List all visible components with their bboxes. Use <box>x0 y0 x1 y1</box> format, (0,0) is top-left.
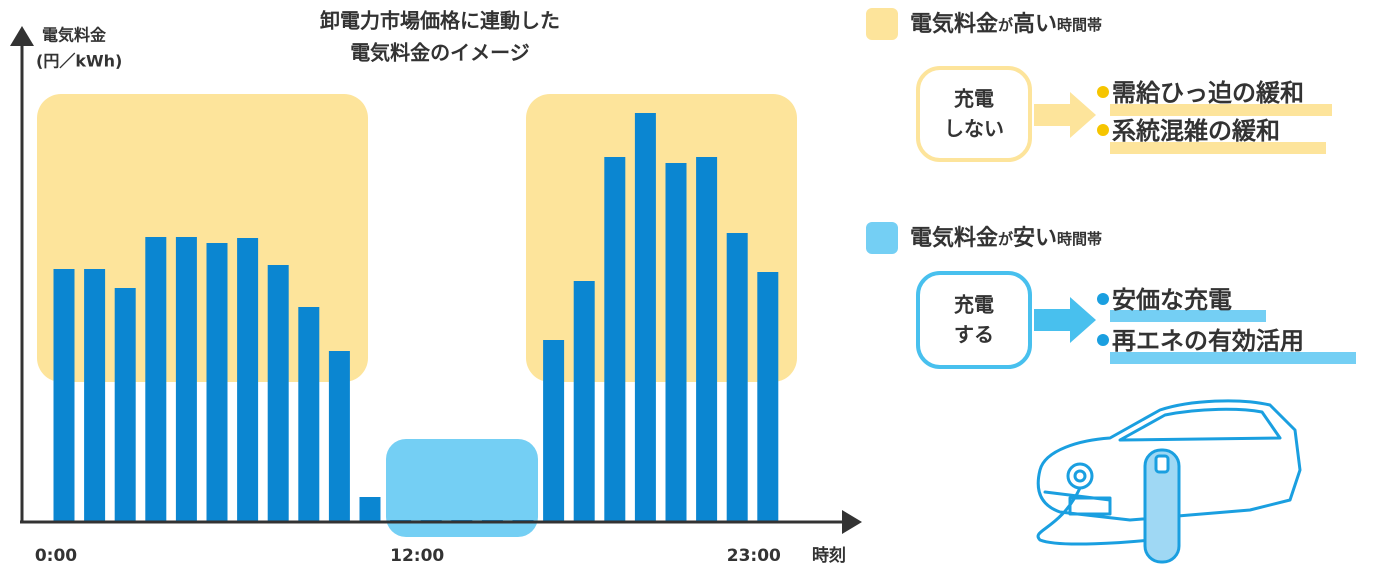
y-axis-label: 電気料金 <box>42 26 107 45</box>
box <box>916 66 1032 162</box>
legend-part: 電気料金 <box>910 225 998 251</box>
x-tick-label: 23:00 <box>727 546 781 566</box>
underline <box>1110 310 1266 322</box>
bar <box>757 272 779 522</box>
legend-low: 電気料金が安い時間帯 <box>910 225 1102 251</box>
x-tick-label: 12:00 <box>390 546 444 566</box>
arrow <box>1034 92 1096 138</box>
legend-swatch <box>866 8 898 40</box>
bar <box>298 307 320 522</box>
bar <box>634 113 656 522</box>
bullet-text: 安価な充電 <box>1112 286 1232 314</box>
bullet-text: 系統混雑の緩和 <box>1112 117 1280 145</box>
box-label: しない <box>944 117 1004 141</box>
bar <box>696 157 718 522</box>
legend-swatch <box>866 222 898 254</box>
bullet <box>1097 334 1109 346</box>
x-axis-label: 時刻 <box>812 545 846 566</box>
bar <box>145 237 167 522</box>
arrow <box>1034 297 1096 343</box>
bar <box>328 351 350 522</box>
y-axis-label: (円／kWh) <box>36 52 122 71</box>
bar <box>267 265 289 522</box>
legend-part: が <box>998 16 1014 34</box>
bar <box>206 243 228 522</box>
bar <box>726 233 748 522</box>
underline <box>1110 142 1326 154</box>
bar <box>53 269 75 522</box>
box-label: 充電 <box>954 87 994 111</box>
box <box>916 271 1032 369</box>
underline <box>1110 352 1356 364</box>
bullet-text: 需給ひっ迫の緩和 <box>1112 79 1304 107</box>
legend-part: 時間帯 <box>1057 230 1102 248</box>
bar <box>665 163 687 522</box>
underline <box>1110 104 1332 116</box>
high-price-area <box>526 94 797 382</box>
legend-high: 電気料金が高い時間帯 <box>910 11 1102 37</box>
low-price-area <box>386 439 538 537</box>
x-tick-label: 0:00 <box>35 546 77 566</box>
chart-title: 卸電力市場価格に連動した <box>320 9 560 33</box>
chart-title: 電気料金のイメージ <box>350 41 530 65</box>
bullet-text: 再エネの有効活用 <box>1112 327 1304 355</box>
legend-part: 高い <box>1013 11 1057 37</box>
bar <box>359 497 381 522</box>
bar <box>175 237 197 522</box>
legend-part: 安い <box>1013 225 1057 251</box>
box-label: する <box>954 323 994 347</box>
bar <box>237 238 259 522</box>
legend-part: が <box>998 230 1014 248</box>
bullet <box>1097 86 1109 98</box>
bar <box>573 281 595 522</box>
bar <box>543 340 565 522</box>
box-label: 充電 <box>954 293 994 317</box>
bar <box>84 269 106 522</box>
legend-part: 電気料金 <box>910 11 998 37</box>
bullet <box>1097 124 1109 136</box>
legend-part: 時間帯 <box>1057 16 1102 34</box>
bar <box>604 157 626 522</box>
bar <box>114 288 136 522</box>
y-axis-arrow <box>10 26 34 46</box>
ev-illustration <box>1036 399 1302 564</box>
x-axis-arrow <box>842 510 862 534</box>
bullet <box>1097 293 1109 305</box>
